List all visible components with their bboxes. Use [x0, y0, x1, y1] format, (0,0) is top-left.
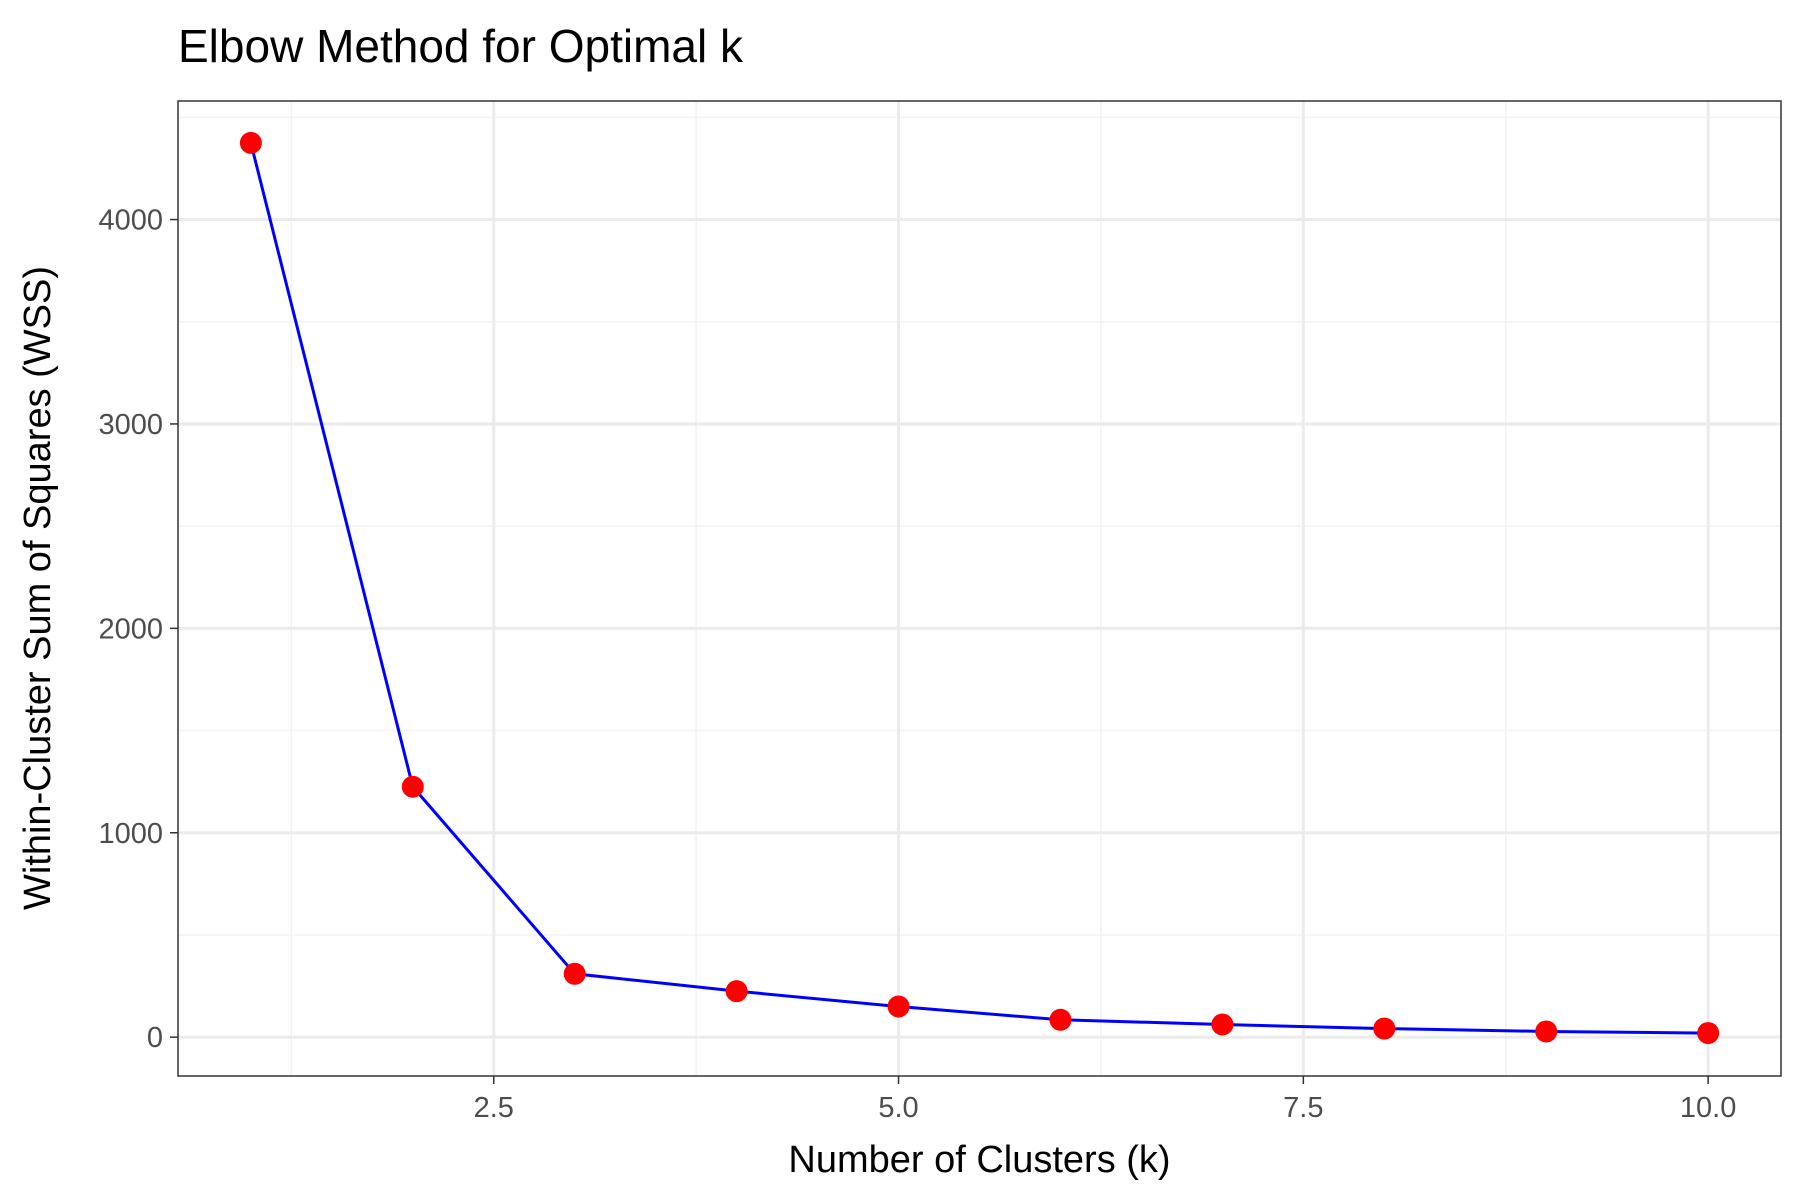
y-tick-label: 4000 [98, 205, 163, 237]
y-axis-title: Within-Cluster Sum of Squares (WSS) [17, 266, 59, 910]
data-series [239, 131, 1720, 1045]
x-tick-label: 2.5 [474, 1092, 514, 1124]
axes: 2.5 5.0 7.5 10.0 0 1000 2000 3000 4000 [98, 205, 1736, 1124]
data-point [401, 775, 424, 798]
data-point [1211, 1013, 1234, 1036]
data-point [1373, 1017, 1396, 1040]
chart-title: Elbow Method for Optimal k [178, 20, 744, 72]
y-tick-label: 2000 [98, 613, 163, 645]
y-tick-label: 3000 [98, 409, 163, 441]
data-point [887, 995, 910, 1018]
panel-border [177, 100, 1782, 1077]
x-axis-title: Number of Clusters (k) [788, 1139, 1170, 1181]
grid [178, 101, 1781, 1076]
y-tick-label: 1000 [98, 818, 163, 850]
x-tick-label: 10.0 [1680, 1092, 1736, 1124]
data-point [1697, 1022, 1720, 1045]
data-point [725, 980, 748, 1003]
x-tick-label: 5.0 [878, 1092, 918, 1124]
y-tick-label: 0 [147, 1022, 163, 1054]
x-tick-label: 7.5 [1283, 1092, 1323, 1124]
data-point [1049, 1008, 1072, 1031]
data-point [1535, 1020, 1558, 1043]
data-point [563, 962, 586, 985]
data-point [239, 131, 262, 154]
series-line [249, 142, 1709, 1035]
